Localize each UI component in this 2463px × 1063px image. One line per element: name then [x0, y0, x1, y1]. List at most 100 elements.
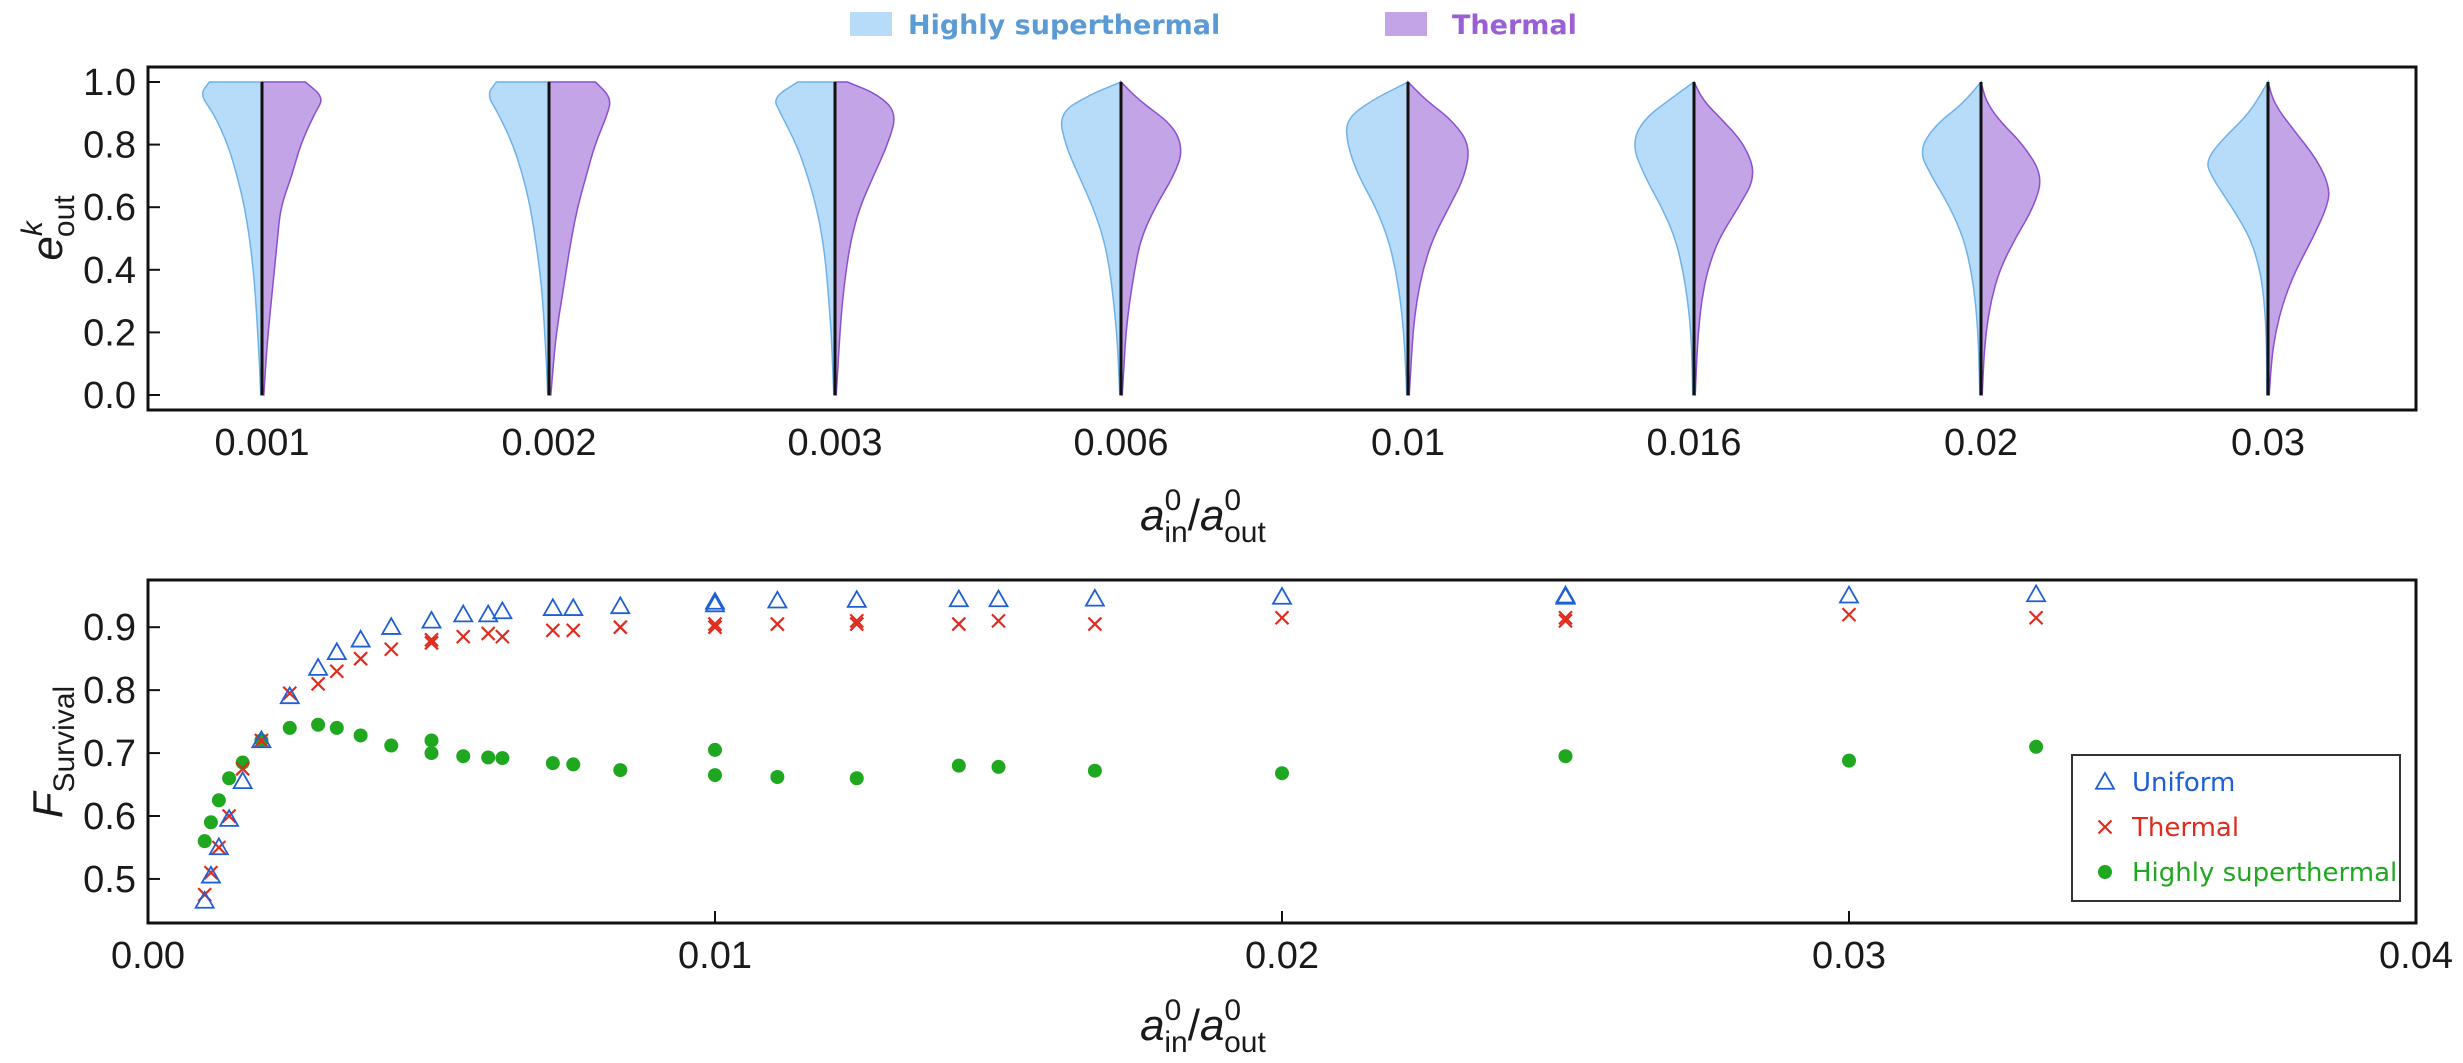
violin-x-tick-label: 0.006 — [1073, 422, 1168, 464]
data-point-highly-superthermal — [613, 763, 628, 778]
cross-stroke — [707, 619, 723, 635]
cross-stroke — [424, 635, 439, 651]
scatter-y-tick-label: 0.6 — [83, 796, 136, 838]
violin-x-tick-label: 0.01 — [1371, 422, 1445, 464]
data-point-thermal — [849, 616, 865, 632]
data-point-thermal — [254, 733, 269, 748]
data-point-highly-superthermal — [708, 742, 722, 757]
data-point-uniform — [452, 603, 474, 623]
violin-y-tick-label: 1.0 — [83, 62, 136, 104]
violin-half-right-0.003 — [834, 81, 895, 396]
data-point-thermal — [1558, 610, 1573, 626]
cross-stroke — [203, 865, 219, 880]
cross-stroke — [310, 676, 326, 692]
data-point-uniform — [350, 628, 372, 648]
scatter-x-axis: 0.00 0.01 0.02 0.03 0.04 — [111, 911, 2453, 977]
violin-plot-panel: 0.00.20.40.60.81.0 0.001 0.002 0.003 0.006 0… — [16, 62, 2418, 549]
data-point-thermal — [613, 619, 628, 635]
data-point-thermal — [424, 632, 439, 648]
data-point-thermal — [565, 623, 581, 638]
data-point-uniform — [1554, 584, 1577, 604]
data-point-highly-superthermal — [222, 771, 237, 786]
data-point-thermal — [495, 629, 510, 644]
data-point-uniform — [420, 610, 443, 629]
violin-plot-frame — [146, 65, 2418, 412]
violin-half-right-0.001 — [261, 81, 322, 396]
violin-half-right-0.02 — [1980, 81, 2041, 396]
cross-stroke — [1841, 607, 1857, 622]
cross-stroke — [2097, 819, 2113, 835]
scatter-points — [194, 583, 2047, 909]
data-point-thermal — [951, 616, 967, 632]
scatter-x-axis-label: a0 in/a0 out — [1140, 994, 1266, 1059]
cross-stroke — [353, 651, 368, 666]
cross-stroke — [221, 808, 237, 824]
data-point-uniform — [194, 890, 216, 909]
violin-half-right-0.03 — [2267, 81, 2330, 396]
scatter-x-tick-label: 0.03 — [1812, 935, 1886, 977]
violin-y-tick-label: 0.8 — [83, 125, 136, 167]
scatter-y-tick-label: 0.9 — [83, 607, 136, 649]
data-point-uniform — [491, 600, 513, 620]
cross-stroke — [770, 616, 785, 632]
data-point-thermal — [770, 616, 785, 632]
data-point-highly-superthermal — [2029, 739, 2044, 754]
scatter-y-tick-label: 0.8 — [83, 670, 136, 712]
data-point-uniform — [1838, 584, 1860, 604]
scatter-legend-box — [2071, 754, 2401, 902]
cross-stroke — [235, 761, 250, 777]
data-point-highly-superthermal — [353, 728, 368, 743]
data-point-uniform — [609, 595, 631, 615]
violin-half-right-0.006 — [1120, 80, 1182, 396]
legend-marker-highly-superthermal — [2098, 865, 2112, 879]
cross-stroke — [455, 629, 471, 644]
violin-half-right-0.002 — [548, 81, 611, 396]
data-point-thermal — [310, 676, 326, 692]
legend-marker-uniform — [2094, 771, 2116, 790]
data-point-thermal — [991, 613, 1006, 629]
violin-half-left-0.01 — [1345, 80, 1409, 396]
data-point-thermal — [235, 761, 250, 777]
cross-stroke — [1558, 610, 1573, 626]
data-point-highly-superthermal — [424, 746, 439, 761]
data-point-highly-superthermal — [1558, 749, 1573, 764]
scatter-y-tick-label: 0.5 — [83, 859, 136, 901]
data-point-highly-superthermal — [211, 793, 226, 808]
violin-x-tick-label: 0.03 — [2231, 422, 2305, 464]
data-point-uniform — [2025, 583, 2047, 603]
cross-stroke — [545, 623, 561, 638]
data-point-highly-superthermal — [951, 758, 966, 773]
violin-half-left-0.003 — [775, 81, 836, 396]
violin-x-tick-label: 0.003 — [787, 422, 882, 464]
scatter-legend: Uniform Thermal Highly superthermal — [2071, 754, 2401, 902]
data-point-highly-superthermal — [770, 769, 785, 784]
data-point-thermal — [211, 840, 227, 855]
data-point-thermal — [707, 619, 723, 635]
data-point-uniform — [477, 603, 499, 623]
violin-half-right-0.016 — [1693, 81, 1754, 396]
legend-label-highly-superthermal: Highly superthermal — [908, 10, 1220, 41]
data-point-highly-superthermal — [384, 738, 399, 753]
scatter-plot-panel: 0.5 0.6 0.7 0.8 0.9 0.00 0.01 0.02 0.03 0.04 a0 i… — [24, 578, 2453, 1059]
data-point-uniform — [704, 591, 726, 610]
legend-marker-thermal — [2097, 819, 2113, 835]
data-point-highly-superthermal — [708, 768, 722, 783]
data-point-thermal — [1841, 607, 1857, 622]
scatter-y-axis-label: FSurvival — [24, 686, 81, 818]
cross-stroke — [329, 663, 345, 679]
data-point-uniform — [846, 589, 868, 608]
legend-swatch-highly-superthermal — [850, 12, 892, 36]
data-point-uniform — [232, 770, 254, 790]
data-point-highly-superthermal — [424, 733, 439, 748]
data-point-highly-superthermal — [545, 756, 560, 771]
violin-y-tick-label: 0.2 — [83, 312, 136, 354]
data-point-highly-superthermal — [456, 749, 471, 764]
data-point-highly-superthermal — [1842, 753, 1856, 768]
data-point-highly-superthermal — [991, 759, 1006, 774]
cross-stroke — [849, 616, 865, 632]
data-point-highly-superthermal — [481, 750, 496, 765]
violin-half-left-0.016 — [1634, 80, 1695, 396]
legend-label-uniform: Uniform — [2132, 768, 2235, 798]
data-point-highly-superthermal — [282, 720, 297, 735]
data-point-uniform — [218, 808, 240, 827]
